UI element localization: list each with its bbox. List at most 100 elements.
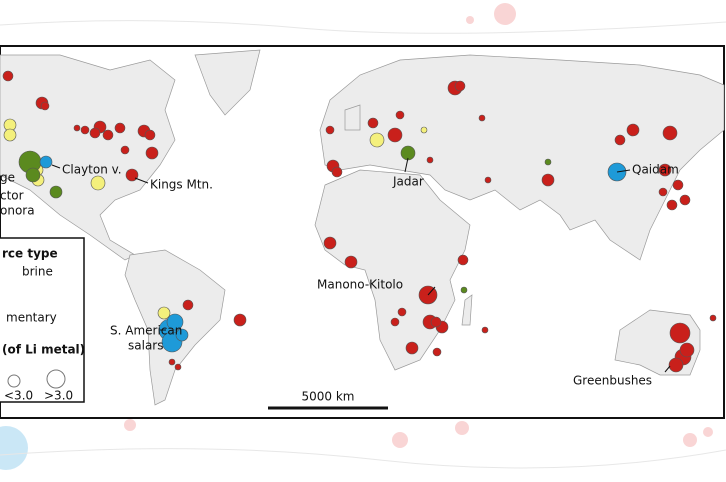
- faded-context: [0, 3, 726, 470]
- madagascar: [461, 294, 473, 326]
- legend-size-title: (of Li metal): [2, 343, 85, 357]
- deposit-marker: [658, 187, 668, 197]
- label: ge: [0, 171, 15, 185]
- deposit-marker: [344, 255, 358, 269]
- deposit-marker: [367, 117, 379, 129]
- faded-marker: [703, 427, 713, 437]
- deposit-marker: [323, 236, 337, 250]
- continents: [0, 49, 725, 406]
- deposit-marker: [400, 145, 416, 161]
- deposit-marker: [90, 175, 106, 191]
- greenland: [194, 49, 261, 116]
- deposit-marker: [457, 254, 469, 266]
- faded-marker: [466, 16, 474, 24]
- deposit-marker: [39, 155, 53, 169]
- deposit-marker: [144, 129, 156, 141]
- faded-marker: [494, 3, 516, 25]
- legend-entry: mentary: [6, 311, 57, 325]
- deposit-marker: [49, 185, 63, 199]
- deposit-marker: [395, 110, 405, 120]
- deposit-marker: [102, 129, 114, 141]
- deposit-marker: [89, 127, 101, 139]
- deposit-marker: [460, 286, 468, 294]
- deposit-marker: [166, 313, 184, 331]
- deposit-marker: [454, 80, 466, 92]
- scale-label: 5000 km: [302, 390, 355, 404]
- leader-line: [51, 164, 61, 169]
- deposit-marker: [175, 328, 189, 342]
- deposit-marker: [658, 163, 672, 177]
- deposit-marker: [626, 123, 640, 137]
- leader-lines: [51, 157, 671, 373]
- label: Kings Mtn.: [150, 178, 213, 192]
- deposit-marker: [25, 167, 41, 183]
- legend-title: rce type: [2, 247, 58, 261]
- deposit-marker: [662, 125, 678, 141]
- deposit-marker: [2, 70, 14, 82]
- deposit-marker: [114, 122, 126, 134]
- leader-line: [134, 177, 149, 184]
- label: Manono-Kitolo: [317, 278, 403, 292]
- faded-marker: [124, 419, 136, 431]
- deposit-marker: [390, 317, 400, 327]
- deposit-marker: [157, 306, 171, 320]
- deposit-marker: [666, 199, 678, 211]
- deposit-marker: [481, 326, 489, 334]
- faded-coast: [0, 448, 726, 469]
- deposit-marker: [669, 322, 691, 344]
- faded-marker: [0, 426, 28, 470]
- faded-coast: [0, 20, 726, 34]
- label: S. American: [110, 324, 182, 338]
- deposit-marker: [233, 313, 247, 327]
- deposit-marker: [120, 145, 130, 155]
- legend-size-symbol: [46, 369, 66, 389]
- leader-line: [664, 365, 671, 373]
- label: Jadar: [392, 175, 424, 189]
- deposit-marker: [325, 125, 335, 135]
- deposit-marker: [387, 127, 403, 143]
- deposit-marker: [541, 173, 555, 187]
- deposit-marker: [544, 158, 552, 166]
- label: Greenbushes: [573, 374, 652, 388]
- leader-line: [427, 286, 436, 296]
- britain: [344, 104, 361, 131]
- deposit-marker: [182, 299, 194, 311]
- deposit-marker: [679, 194, 691, 206]
- legend-size-label: <3.0: [4, 389, 33, 403]
- deposit-marker: [672, 179, 684, 191]
- legend-entry: brine: [22, 265, 53, 279]
- deposit-marker: [668, 357, 684, 373]
- deposit-marker: [426, 156, 434, 164]
- faded-marker: [683, 433, 697, 447]
- deposit-marker: [430, 316, 442, 328]
- deposit-marker: [73, 124, 81, 132]
- deposit-marker: [174, 363, 182, 371]
- deposit-marker: [125, 168, 139, 182]
- leader-line: [616, 169, 631, 173]
- eurasia: [319, 54, 725, 261]
- deposit-marker: [709, 314, 717, 322]
- deposit-marker: [478, 114, 486, 122]
- faded-marker: [392, 432, 408, 448]
- deposit-marker: [614, 134, 626, 146]
- legend-size-symbol: [7, 374, 21, 388]
- label: salars: [128, 339, 163, 353]
- label: ctor: [0, 189, 24, 203]
- deposit-marker: [145, 146, 159, 160]
- deposit-marker: [80, 125, 90, 135]
- deposit-marker: [369, 132, 385, 148]
- deposit-marker: [679, 342, 695, 358]
- deposit-marker: [3, 128, 17, 142]
- deposit-marker: [168, 358, 176, 366]
- legend-size-label: >3.0: [44, 389, 73, 403]
- deposit-marker: [405, 341, 419, 355]
- deposit-marker: [484, 176, 492, 184]
- deposit-marker: [40, 101, 50, 111]
- deposit-marker: [397, 307, 407, 317]
- label: onora: [0, 204, 35, 218]
- label: Qaidam: [632, 163, 679, 177]
- label: Clayton v.: [62, 163, 122, 177]
- deposit-marker: [331, 166, 343, 178]
- deposit-markers: [2, 70, 717, 373]
